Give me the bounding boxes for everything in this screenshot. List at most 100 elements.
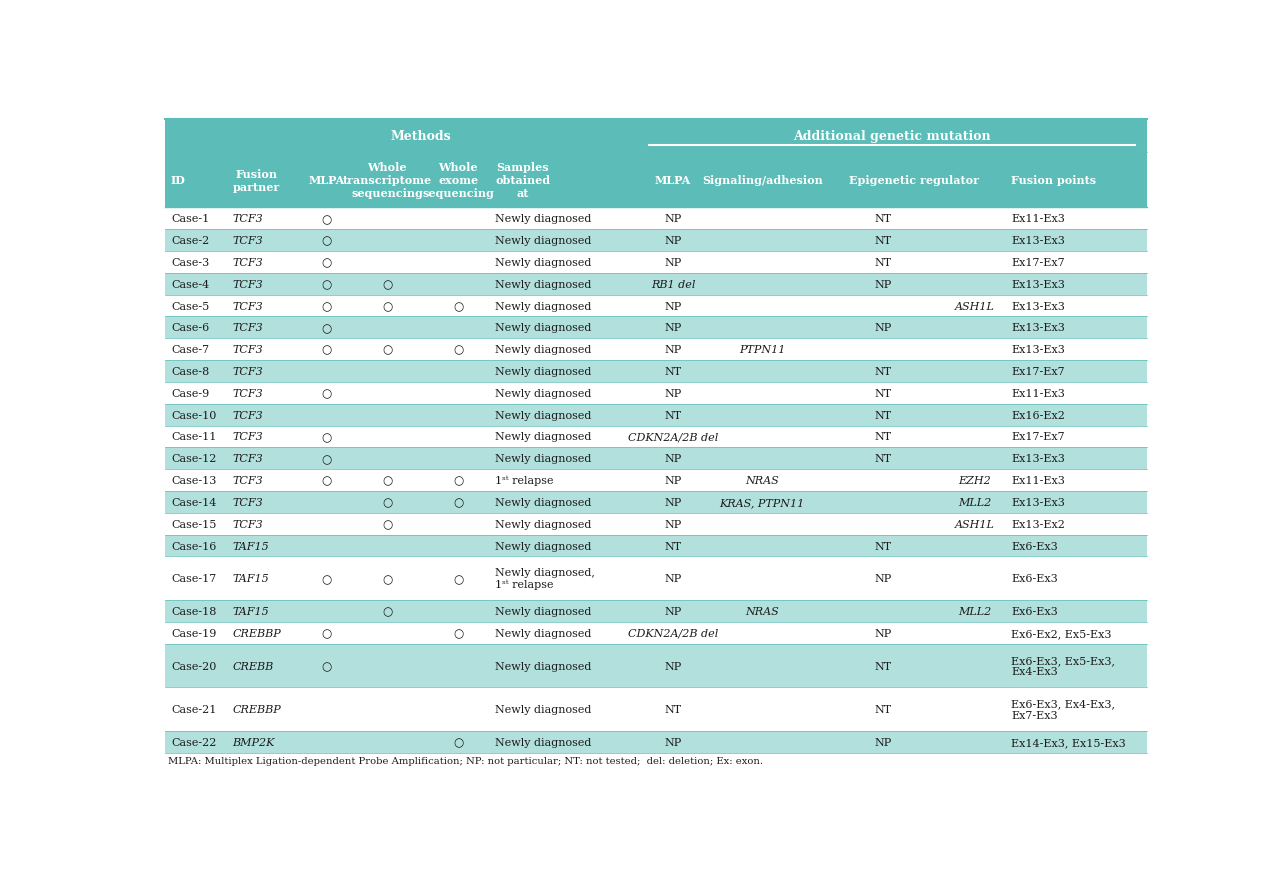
Text: Signaling/adhesion: Signaling/adhesion bbox=[701, 175, 823, 186]
Text: Newly diagnosed: Newly diagnosed bbox=[495, 367, 591, 377]
Text: NP: NP bbox=[664, 257, 681, 268]
Text: Ex13-Ex3: Ex13-Ex3 bbox=[1011, 301, 1065, 311]
Text: ○: ○ bbox=[381, 605, 392, 618]
Bar bbox=[165, 470, 1147, 492]
Bar bbox=[165, 317, 1147, 339]
Text: Fusion points: Fusion points bbox=[1011, 175, 1096, 186]
Text: Ex13-Ex3: Ex13-Ex3 bbox=[1011, 345, 1065, 355]
Text: Ex13-Ex2: Ex13-Ex2 bbox=[1011, 519, 1065, 529]
Text: Ex6-Ex2, Ex5-Ex3: Ex6-Ex2, Ex5-Ex3 bbox=[1011, 628, 1111, 638]
Text: ○: ○ bbox=[381, 299, 392, 313]
Text: Newly diagnosed: Newly diagnosed bbox=[495, 323, 591, 333]
Text: Ex17-Ex7: Ex17-Ex7 bbox=[1011, 257, 1065, 268]
Text: Newly diagnosed: Newly diagnosed bbox=[495, 279, 591, 290]
Text: MLPA: MLPA bbox=[308, 175, 344, 186]
Text: Samples
obtained
at: Samples obtained at bbox=[495, 162, 550, 198]
Text: NRAS: NRAS bbox=[745, 476, 780, 486]
Text: CREBBP: CREBBP bbox=[233, 704, 282, 715]
Text: Newly diagnosed: Newly diagnosed bbox=[495, 628, 591, 638]
Text: Case-18: Case-18 bbox=[172, 607, 216, 616]
Text: Newly diagnosed: Newly diagnosed bbox=[495, 704, 591, 715]
Text: NP: NP bbox=[664, 519, 681, 529]
Text: NP: NP bbox=[664, 301, 681, 311]
Text: NT: NT bbox=[874, 257, 892, 268]
Text: TCF3: TCF3 bbox=[233, 410, 264, 421]
Text: Newly diagnosed: Newly diagnosed bbox=[495, 497, 591, 507]
Text: TAF15: TAF15 bbox=[233, 541, 269, 551]
Text: Ex13-Ex3: Ex13-Ex3 bbox=[1011, 236, 1065, 246]
Text: Newly diagnosed,
1ˢᵗ relapse: Newly diagnosed, 1ˢᵗ relapse bbox=[495, 567, 595, 590]
Text: ○: ○ bbox=[381, 496, 392, 509]
Bar bbox=[165, 514, 1147, 535]
Text: Newly diagnosed: Newly diagnosed bbox=[495, 607, 591, 616]
Text: NP: NP bbox=[664, 607, 681, 616]
Text: ○: ○ bbox=[453, 627, 463, 640]
Text: ○: ○ bbox=[321, 572, 332, 585]
Text: TAF15: TAF15 bbox=[233, 573, 269, 584]
Text: NT: NT bbox=[664, 704, 681, 715]
Text: NT: NT bbox=[874, 704, 892, 715]
Text: TCF3: TCF3 bbox=[233, 497, 264, 507]
Bar bbox=[165, 426, 1147, 448]
Text: Ex17-Ex7: Ex17-Ex7 bbox=[1011, 367, 1065, 377]
Bar bbox=[165, 644, 1147, 687]
Text: TCF3: TCF3 bbox=[233, 454, 264, 464]
Text: NT: NT bbox=[664, 367, 681, 377]
Text: Ex13-Ex3: Ex13-Ex3 bbox=[1011, 279, 1065, 290]
Text: Case-17: Case-17 bbox=[172, 573, 216, 584]
Text: Ex13-Ex3: Ex13-Ex3 bbox=[1011, 454, 1065, 464]
Text: Ex11-Ex3: Ex11-Ex3 bbox=[1011, 214, 1065, 224]
Text: NP: NP bbox=[664, 323, 681, 333]
Text: Case-13: Case-13 bbox=[172, 476, 216, 486]
Text: Ex14-Ex3, Ex15-Ex3: Ex14-Ex3, Ex15-Ex3 bbox=[1011, 738, 1126, 747]
Text: Newly diagnosed: Newly diagnosed bbox=[495, 236, 591, 246]
Bar bbox=[165, 448, 1147, 470]
Text: Case-4: Case-4 bbox=[172, 279, 209, 290]
Text: BMP2K: BMP2K bbox=[233, 738, 275, 747]
Text: Ex6-Ex3, Ex5-Ex3,
Ex4-Ex3: Ex6-Ex3, Ex5-Ex3, Ex4-Ex3 bbox=[1011, 655, 1115, 677]
Text: NT: NT bbox=[874, 432, 892, 442]
Text: NP: NP bbox=[664, 573, 681, 584]
Text: Newly diagnosed: Newly diagnosed bbox=[495, 541, 591, 551]
Text: Newly diagnosed: Newly diagnosed bbox=[495, 257, 591, 268]
Text: Additional genetic mutation: Additional genetic mutation bbox=[792, 130, 991, 143]
Text: ○: ○ bbox=[321, 659, 332, 673]
Text: NP: NP bbox=[874, 279, 892, 290]
Bar bbox=[165, 535, 1147, 557]
Text: Ex6-Ex3: Ex6-Ex3 bbox=[1011, 607, 1057, 616]
Text: Case-11: Case-11 bbox=[172, 432, 216, 442]
Bar bbox=[165, 208, 1147, 230]
Text: TCF3: TCF3 bbox=[233, 388, 264, 399]
Text: Epigenetic regulator: Epigenetic regulator bbox=[850, 175, 979, 186]
Text: ○: ○ bbox=[321, 474, 332, 487]
Text: ASH1L: ASH1L bbox=[955, 519, 995, 529]
Text: Case-20: Case-20 bbox=[172, 661, 216, 671]
Bar bbox=[165, 687, 1147, 731]
Text: Newly diagnosed: Newly diagnosed bbox=[495, 214, 591, 224]
Text: ○: ○ bbox=[321, 234, 332, 248]
Text: ○: ○ bbox=[453, 572, 463, 585]
Text: Case-5: Case-5 bbox=[172, 301, 209, 311]
Text: Case-6: Case-6 bbox=[172, 323, 209, 333]
Text: ○: ○ bbox=[321, 452, 332, 465]
Text: NP: NP bbox=[664, 214, 681, 224]
Text: Fusion
partner: Fusion partner bbox=[233, 169, 279, 192]
Text: Ex6-Ex3: Ex6-Ex3 bbox=[1011, 541, 1057, 551]
Text: Case-15: Case-15 bbox=[172, 519, 216, 529]
Text: ○: ○ bbox=[381, 474, 392, 487]
Text: TCF3: TCF3 bbox=[233, 476, 264, 486]
Text: CREBBP: CREBBP bbox=[233, 628, 282, 638]
Text: Newly diagnosed: Newly diagnosed bbox=[495, 661, 591, 671]
Text: ○: ○ bbox=[381, 518, 392, 530]
Bar bbox=[165, 404, 1147, 426]
Text: Case-7: Case-7 bbox=[172, 345, 209, 355]
Text: NP: NP bbox=[664, 388, 681, 399]
Text: Whole
transcriptome
sequencing: Whole transcriptome sequencing bbox=[343, 162, 431, 198]
Text: NP: NP bbox=[664, 476, 681, 486]
Text: MLL2: MLL2 bbox=[959, 497, 992, 507]
Text: Newly diagnosed: Newly diagnosed bbox=[495, 301, 591, 311]
Text: NRAS: NRAS bbox=[745, 607, 780, 616]
Text: Ex17-Ex7: Ex17-Ex7 bbox=[1011, 432, 1065, 442]
Text: TCF3: TCF3 bbox=[233, 214, 264, 224]
Text: KRAS, PTPN11: KRAS, PTPN11 bbox=[719, 497, 805, 507]
